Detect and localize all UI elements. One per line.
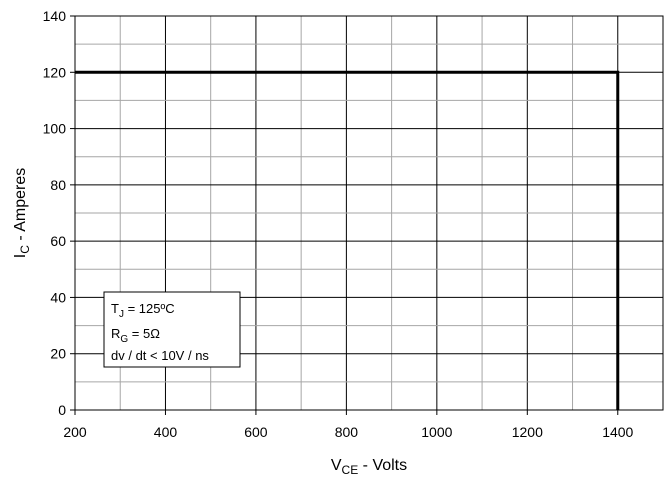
annotation-line: dv / dt < 10V / ns [111,348,209,363]
annotation-line: TJ = 125ºC [111,301,175,320]
y-tick-label: 140 [43,8,67,24]
y-tick-label: 40 [50,289,66,305]
y-tick-label: 20 [50,346,66,362]
plot-frame [74,15,664,411]
rbsoa-curve [75,70,620,410]
x-tick-label: 200 [63,424,87,440]
y-tick-label: 80 [50,177,66,193]
y-tick-label: 120 [43,64,67,80]
x-axis-title-main: V [331,457,342,474]
x-tick-label: 1000 [421,424,452,440]
annotation-subscript: J [119,309,124,320]
annotation-frame [103,291,241,368]
y-tick-label: 60 [50,233,66,249]
annotation-symbol: R [111,326,120,341]
x-tick-label: 400 [154,424,178,440]
x-axis-title: VCE - Volts [331,457,407,477]
x-axis-title-sub: CE [342,463,359,477]
y-axis-title: IC - Amperes [12,168,32,258]
x-tick-label: 600 [244,424,268,440]
y-axis-title-main: I [12,254,29,258]
x-tick-label: 1400 [602,424,633,440]
x-tick-label: 1200 [512,424,543,440]
y-axis-title-sub: C [18,245,32,254]
annotation-value: = 125ºC [124,301,175,316]
x-axis-title-rest: - Volts [358,457,407,474]
conditions-annotation: TJ = 125ºC RG = 5Ω dv / dt < 10V / ns [103,291,241,368]
series-layer [75,70,620,410]
annotation-symbol: dv / dt < 10V / ns [111,348,209,363]
annotation-line: RG = 5Ω [111,326,160,345]
y-tick-label: 0 [58,402,66,418]
y-axis-title-rest: - Amperes [12,168,29,245]
axis-ticks: 200 400 600 800 1000 1200 1400 0 20 40 60 80 100 120 1… [43,8,634,440]
x-tick-label: 800 [335,424,359,440]
annotation-subscript: G [120,334,128,345]
y-tick-label: 100 [43,121,67,137]
annotation-value: = 5Ω [128,326,160,341]
annotation-symbol: T [111,301,119,316]
